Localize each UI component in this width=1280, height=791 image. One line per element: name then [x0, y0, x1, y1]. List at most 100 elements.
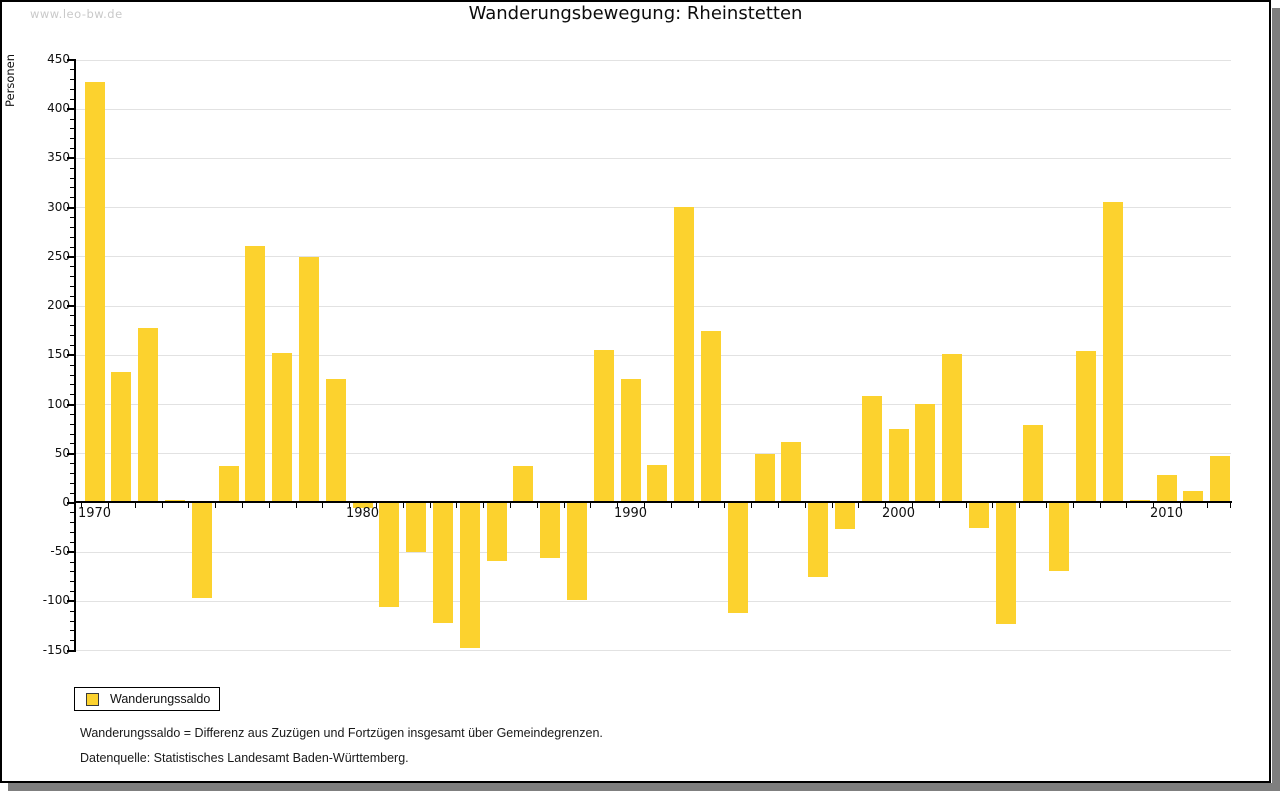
y-minor-tick: [70, 266, 75, 268]
y-minor-tick: [70, 374, 75, 376]
y-major-tick: [67, 551, 75, 554]
y-minor-tick: [70, 295, 75, 297]
y-tick-label: -150: [42, 642, 70, 657]
y-tick-label: -50: [50, 544, 70, 559]
bar-1975: [218, 466, 239, 503]
y-minor-tick: [70, 443, 75, 445]
x-tick: [697, 503, 699, 508]
x-tick: [563, 503, 565, 508]
y-tick-label: 150: [47, 347, 70, 362]
y-minor-tick: [70, 541, 75, 543]
bar-1978: [298, 257, 319, 503]
y-minor-tick: [70, 197, 75, 199]
y-minor-tick: [70, 315, 75, 317]
x-tick: [349, 503, 351, 508]
y-minor-tick: [70, 89, 75, 91]
y-minor-tick: [70, 413, 75, 415]
x-tick: [670, 503, 672, 508]
y-major-tick: [67, 600, 75, 603]
x-tick: [1230, 503, 1231, 508]
gridline: [75, 404, 1231, 406]
y-minor-tick: [70, 640, 75, 642]
bar-1993: [700, 331, 721, 503]
bar-2008: [1102, 202, 1123, 503]
legend-label: Wanderungssaldo: [110, 692, 211, 706]
y-major-tick: [67, 649, 75, 652]
chart-title: Wanderungsbewegung: Rheinstetten: [468, 3, 803, 24]
bar-2002: [942, 354, 963, 503]
x-tick: [215, 503, 217, 508]
gridline: [75, 108, 1231, 110]
x-tick: [617, 503, 619, 508]
y-tick-label: 0: [30, 495, 70, 509]
bar-2010: [1156, 475, 1177, 503]
legend: Wanderungssaldo: [74, 687, 220, 711]
watermark: www.leo-bw.de: [30, 7, 123, 21]
x-tick: [188, 503, 190, 508]
x-tick: [536, 503, 538, 508]
x-tick: [643, 503, 645, 508]
y-tick-label: 250: [47, 248, 70, 263]
x-tick: [509, 503, 511, 508]
bar-2004: [995, 503, 1016, 624]
x-tick: [402, 503, 404, 508]
x-tick: [295, 503, 297, 508]
y-minor-tick: [70, 177, 75, 179]
x-tick-label: 2010: [1149, 506, 1184, 521]
bar-1990: [620, 379, 641, 503]
y-minor-tick: [70, 276, 75, 278]
gridline: [75, 59, 1231, 61]
y-minor-tick: [70, 167, 75, 169]
x-tick: [134, 503, 136, 508]
bar-2012: [1210, 456, 1231, 503]
x-tick: [107, 503, 109, 508]
y-minor-tick: [70, 138, 75, 140]
y-tick-label: 450: [47, 52, 70, 66]
y-tick-label: -100: [42, 593, 70, 608]
x-tick: [375, 503, 377, 508]
y-tick-label: 400: [47, 101, 70, 116]
y-minor-tick: [70, 532, 75, 534]
gridline: [75, 650, 1231, 652]
bar-1970: [84, 82, 105, 503]
x-tick: [161, 503, 163, 508]
y-minor-tick: [70, 384, 75, 386]
bar-1996: [781, 442, 802, 503]
x-tick: [590, 503, 592, 508]
y-major-tick: [67, 354, 75, 357]
y-axis: [74, 59, 76, 652]
y-minor-tick: [70, 226, 75, 228]
y-minor-tick: [70, 581, 75, 583]
footnote-source: Datenquelle: Statistisches Landesamt Bad…: [80, 751, 409, 765]
bar-2000: [888, 429, 909, 503]
y-minor-tick: [70, 364, 75, 366]
bar-1980: [352, 503, 373, 508]
y-minor-tick: [70, 69, 75, 71]
y-major-tick: [67, 305, 75, 308]
gridline: [75, 551, 1231, 553]
y-tick-label: 100: [47, 396, 70, 411]
shadow-right: [1272, 8, 1280, 791]
bar-1997: [808, 503, 829, 577]
bar-2011: [1183, 491, 1204, 503]
x-tick: [483, 503, 485, 508]
y-tick-label: 300: [47, 199, 70, 214]
bar-1992: [674, 207, 695, 503]
bar-1995: [754, 454, 775, 503]
x-tick-label: 1970: [77, 506, 112, 521]
y-minor-tick: [70, 522, 75, 524]
bar-1976: [245, 246, 266, 503]
shadow-bottom: [8, 783, 1280, 791]
bar-1983: [432, 503, 453, 623]
gridline: [75, 600, 1231, 602]
y-major-tick: [67, 157, 75, 160]
gridline: [75, 305, 1231, 307]
bar-2003: [968, 503, 989, 528]
legend-swatch: [86, 692, 99, 706]
bar-1998: [834, 503, 855, 529]
y-major-tick: [67, 59, 75, 61]
x-tick: [322, 503, 324, 508]
bar-1991: [647, 465, 668, 503]
y-minor-tick: [70, 118, 75, 120]
